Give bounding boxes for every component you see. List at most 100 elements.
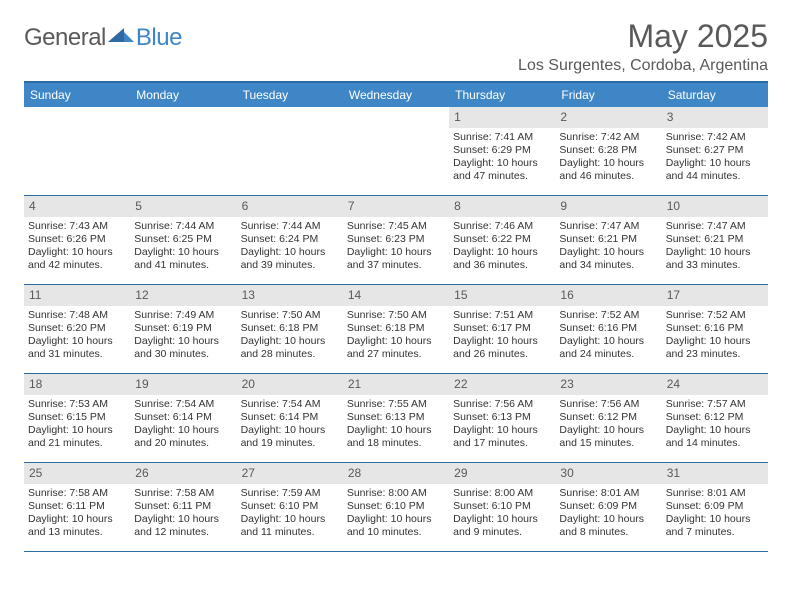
- day-number: 16: [555, 285, 661, 306]
- sunset-line: Sunset: 6:17 PM: [453, 322, 551, 335]
- sunrise-line: Sunrise: 8:00 AM: [347, 487, 445, 500]
- day-cell: 23 Sunrise: 7:56 AMSunset: 6:12 PMDayligh…: [555, 374, 661, 462]
- sunset-line: Sunset: 6:28 PM: [559, 144, 657, 157]
- daylight-line: Daylight: 10 hours and 24 minutes.: [559, 335, 657, 361]
- week-row: 11 Sunrise: 7:48 AMSunset: 6:20 PMDayligh…: [24, 285, 768, 374]
- sunrise-line: Sunrise: 7:45 AM: [347, 220, 445, 233]
- sunrise-line: Sunrise: 7:50 AM: [241, 309, 339, 322]
- day-details: Sunrise: 7:47 AMSunset: 6:21 PMDaylight:…: [559, 220, 657, 273]
- sunset-line: Sunset: 6:09 PM: [559, 500, 657, 513]
- sunrise-line: Sunrise: 7:55 AM: [347, 398, 445, 411]
- sunrise-line: Sunrise: 7:56 AM: [453, 398, 551, 411]
- daylight-line: Daylight: 10 hours and 12 minutes.: [134, 513, 232, 539]
- day-details: Sunrise: 7:48 AMSunset: 6:20 PMDaylight:…: [28, 309, 126, 362]
- sunset-line: Sunset: 6:14 PM: [134, 411, 232, 424]
- day-cell: 25Sunrise: 7:58 AMSunset: 6:11 PMDayligh…: [24, 463, 130, 551]
- daylight-line: Daylight: 10 hours and 20 minutes.: [134, 424, 232, 450]
- daylight-line: Daylight: 10 hours and 31 minutes.: [28, 335, 126, 361]
- week-row: 4 Sunrise: 7:43 AMSunset: 6:26 PMDaylight…: [24, 196, 768, 285]
- sunset-line: Sunset: 6:16 PM: [666, 322, 764, 335]
- day-number: 7: [343, 196, 449, 217]
- sunset-line: Sunset: 6:12 PM: [666, 411, 764, 424]
- daylight-line: Daylight: 10 hours and 19 minutes.: [241, 424, 339, 450]
- day-number: 2: [555, 107, 661, 128]
- day-number: 22: [449, 374, 555, 395]
- sunrise-line: Sunrise: 7:54 AM: [241, 398, 339, 411]
- day-number: 3: [662, 107, 768, 128]
- sunset-line: Sunset: 6:15 PM: [28, 411, 126, 424]
- sunset-line: Sunset: 6:10 PM: [347, 500, 445, 513]
- day-cell: 22 Sunrise: 7:56 AMSunset: 6:13 PMDayligh…: [449, 374, 555, 462]
- sunset-line: Sunset: 6:25 PM: [134, 233, 232, 246]
- week-row: 18Sunrise: 7:53 AMSunset: 6:15 PMDayligh…: [24, 374, 768, 463]
- day-number: 23: [555, 374, 661, 395]
- day-cell: 8Sunrise: 7:46 AMSunset: 6:22 PMDaylight…: [449, 196, 555, 284]
- day-details: Sunrise: 7:56 AMSunset: 6:12 PMDaylight:…: [559, 398, 657, 451]
- day-number: 6: [237, 196, 343, 217]
- day-number: 19: [130, 374, 236, 395]
- day-number: 10: [662, 196, 768, 217]
- day-number: 12: [130, 285, 236, 306]
- sunset-line: Sunset: 6:19 PM: [134, 322, 232, 335]
- day-details: Sunrise: 7:49 AMSunset: 6:19 PMDaylight:…: [134, 309, 232, 362]
- day-cell: 13Sunrise: 7:50 AMSunset: 6:18 PMDayligh…: [237, 285, 343, 373]
- day-cell: 16Sunrise: 7:52 AMSunset: 6:16 PMDayligh…: [555, 285, 661, 373]
- sunset-line: Sunset: 6:16 PM: [559, 322, 657, 335]
- sunset-line: Sunset: 6:20 PM: [28, 322, 126, 335]
- day-cell: [130, 107, 236, 195]
- day-details: Sunrise: 7:43 AMSunset: 6:26 PMDaylight:…: [28, 220, 126, 273]
- daylight-line: Daylight: 10 hours and 17 minutes.: [453, 424, 551, 450]
- sunrise-line: Sunrise: 7:44 AM: [134, 220, 232, 233]
- day-number: 9: [555, 196, 661, 217]
- day-cell: 1 Sunrise: 7:41 AMSunset: 6:29 PMDaylight…: [449, 107, 555, 195]
- daylight-line: Daylight: 10 hours and 42 minutes.: [28, 246, 126, 272]
- daylight-line: Daylight: 10 hours and 13 minutes.: [28, 513, 126, 539]
- calendar-grid: SundayMondayTuesdayWednesdayThursdayFrid…: [24, 81, 768, 552]
- sunset-line: Sunset: 6:13 PM: [453, 411, 551, 424]
- day-details: Sunrise: 7:42 AMSunset: 6:28 PMDaylight:…: [559, 131, 657, 184]
- daylight-line: Daylight: 10 hours and 8 minutes.: [559, 513, 657, 539]
- brand-logo: General Blue: [24, 24, 182, 52]
- sunset-line: Sunset: 6:21 PM: [666, 233, 764, 246]
- sunrise-line: Sunrise: 7:50 AM: [347, 309, 445, 322]
- dow-cell: Tuesday: [237, 83, 343, 107]
- sunrise-line: Sunrise: 7:49 AM: [134, 309, 232, 322]
- day-details: Sunrise: 7:53 AMSunset: 6:15 PMDaylight:…: [28, 398, 126, 451]
- sunrise-line: Sunrise: 7:41 AM: [453, 131, 551, 144]
- sunrise-line: Sunrise: 7:42 AM: [559, 131, 657, 144]
- day-number: 1: [449, 107, 555, 128]
- dow-cell: Saturday: [662, 83, 768, 107]
- day-details: Sunrise: 7:42 AMSunset: 6:27 PMDaylight:…: [666, 131, 764, 184]
- day-number: 11: [24, 285, 130, 306]
- sunrise-line: Sunrise: 7:43 AM: [28, 220, 126, 233]
- daylight-line: Daylight: 10 hours and 9 minutes.: [453, 513, 551, 539]
- daylight-line: Daylight: 10 hours and 47 minutes.: [453, 157, 551, 183]
- sunrise-line: Sunrise: 7:47 AM: [559, 220, 657, 233]
- sunset-line: Sunset: 6:26 PM: [28, 233, 126, 246]
- daylight-line: Daylight: 10 hours and 14 minutes.: [666, 424, 764, 450]
- daylight-line: Daylight: 10 hours and 23 minutes.: [666, 335, 764, 361]
- day-cell: [24, 107, 130, 195]
- day-number: 17: [662, 285, 768, 306]
- day-cell: 17Sunrise: 7:52 AMSunset: 6:16 PMDayligh…: [662, 285, 768, 373]
- sunset-line: Sunset: 6:27 PM: [666, 144, 764, 157]
- sunrise-line: Sunrise: 7:58 AM: [134, 487, 232, 500]
- day-details: Sunrise: 7:44 AMSunset: 6:24 PMDaylight:…: [241, 220, 339, 273]
- sunset-line: Sunset: 6:10 PM: [453, 500, 551, 513]
- day-details: Sunrise: 8:01 AMSunset: 6:09 PMDaylight:…: [666, 487, 764, 540]
- day-number: 27: [237, 463, 343, 484]
- sunrise-line: Sunrise: 7:42 AM: [666, 131, 764, 144]
- sunrise-line: Sunrise: 7:53 AM: [28, 398, 126, 411]
- daylight-line: Daylight: 10 hours and 28 minutes.: [241, 335, 339, 361]
- day-cell: 31Sunrise: 8:01 AMSunset: 6:09 PMDayligh…: [662, 463, 768, 551]
- sunset-line: Sunset: 6:29 PM: [453, 144, 551, 157]
- day-number: 4: [24, 196, 130, 217]
- sunrise-line: Sunrise: 8:01 AM: [666, 487, 764, 500]
- day-number: 8: [449, 196, 555, 217]
- day-number: 29: [449, 463, 555, 484]
- sunset-line: Sunset: 6:10 PM: [241, 500, 339, 513]
- day-cell: 18Sunrise: 7:53 AMSunset: 6:15 PMDayligh…: [24, 374, 130, 462]
- sunset-line: Sunset: 6:18 PM: [347, 322, 445, 335]
- daylight-line: Daylight: 10 hours and 26 minutes.: [453, 335, 551, 361]
- day-number: 15: [449, 285, 555, 306]
